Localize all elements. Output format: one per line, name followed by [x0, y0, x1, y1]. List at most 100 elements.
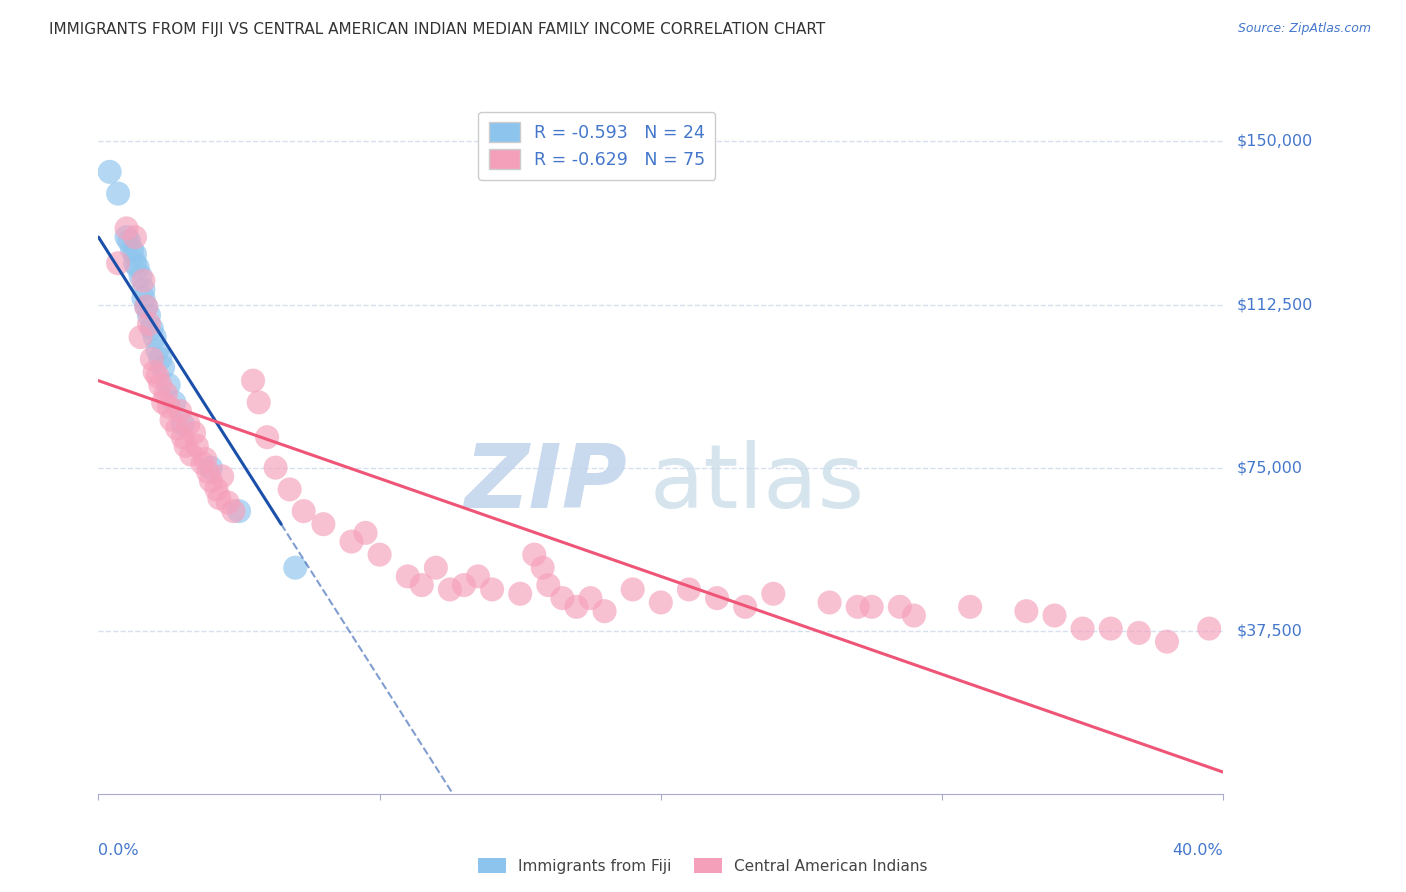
Point	[396, 569, 419, 583]
Point	[177, 417, 200, 431]
Point	[818, 595, 841, 609]
Point	[247, 395, 270, 409]
Point	[1198, 622, 1220, 636]
Point	[593, 604, 616, 618]
Point	[149, 351, 172, 366]
Point	[194, 452, 217, 467]
Point	[141, 321, 163, 335]
Point	[138, 309, 160, 323]
Point	[163, 395, 186, 409]
Point	[551, 591, 574, 606]
Point	[129, 269, 152, 284]
Text: $112,500: $112,500	[1237, 297, 1313, 312]
Point	[152, 395, 174, 409]
Text: ZIP: ZIP	[464, 441, 627, 527]
Point	[157, 378, 180, 392]
Point	[155, 386, 177, 401]
Point	[121, 243, 143, 257]
Point	[172, 430, 194, 444]
Point	[222, 504, 245, 518]
Point	[762, 587, 785, 601]
Point	[278, 483, 301, 497]
Point	[1099, 622, 1122, 636]
Text: atlas: atlas	[650, 441, 865, 527]
Point	[292, 504, 315, 518]
Point	[152, 360, 174, 375]
Point	[1071, 622, 1094, 636]
Point	[1128, 626, 1150, 640]
Point	[734, 599, 756, 614]
Point	[124, 256, 146, 270]
Point	[208, 491, 231, 505]
Point	[959, 599, 981, 614]
Point	[1043, 608, 1066, 623]
Point	[565, 599, 588, 614]
Point	[115, 230, 138, 244]
Point	[141, 351, 163, 366]
Point	[284, 560, 307, 574]
Point	[1156, 634, 1178, 648]
Point	[129, 330, 152, 344]
Point	[174, 439, 197, 453]
Legend: Immigrants from Fiji, Central American Indians: Immigrants from Fiji, Central American I…	[472, 852, 934, 880]
Point	[132, 282, 155, 296]
Point	[172, 417, 194, 431]
Point	[160, 413, 183, 427]
Point	[169, 404, 191, 418]
Point	[509, 587, 531, 601]
Point	[531, 560, 554, 574]
Point	[115, 221, 138, 235]
Point	[312, 517, 335, 532]
Point	[191, 456, 214, 470]
Point	[200, 460, 222, 475]
Point	[846, 599, 869, 614]
Point	[205, 483, 228, 497]
Point	[706, 591, 728, 606]
Text: $150,000: $150,000	[1237, 134, 1313, 149]
Point	[135, 300, 157, 314]
Point	[256, 430, 278, 444]
Point	[411, 578, 433, 592]
Point	[180, 448, 202, 462]
Point	[439, 582, 461, 597]
Text: IMMIGRANTS FROM FIJI VS CENTRAL AMERICAN INDIAN MEDIAN FAMILY INCOME CORRELATION: IMMIGRANTS FROM FIJI VS CENTRAL AMERICAN…	[49, 22, 825, 37]
Point	[183, 425, 205, 440]
Point	[621, 582, 644, 597]
Point	[523, 548, 546, 562]
Point	[124, 230, 146, 244]
Point	[138, 317, 160, 331]
Point	[143, 330, 166, 344]
Point	[107, 256, 129, 270]
Point	[157, 400, 180, 414]
Point	[354, 525, 377, 540]
Point	[481, 582, 503, 597]
Point	[118, 235, 141, 249]
Point	[242, 374, 264, 388]
Point	[860, 599, 883, 614]
Point	[197, 465, 219, 479]
Point	[903, 608, 925, 623]
Point	[537, 578, 560, 592]
Point	[132, 274, 155, 288]
Point	[186, 439, 208, 453]
Point	[1015, 604, 1038, 618]
Point	[211, 469, 233, 483]
Legend: R = -0.593   N = 24, R = -0.629   N = 75: R = -0.593 N = 24, R = -0.629 N = 75	[478, 112, 716, 180]
Text: $37,500: $37,500	[1237, 624, 1303, 639]
Point	[467, 569, 489, 583]
Point	[200, 474, 222, 488]
Point	[127, 260, 149, 275]
Point	[98, 165, 121, 179]
Point	[889, 599, 911, 614]
Point	[146, 369, 169, 384]
Point	[425, 560, 447, 574]
Point	[453, 578, 475, 592]
Point	[228, 504, 250, 518]
Text: 40.0%: 40.0%	[1173, 843, 1223, 858]
Point	[368, 548, 391, 562]
Point	[579, 591, 602, 606]
Point	[264, 460, 287, 475]
Point	[678, 582, 700, 597]
Text: Source: ZipAtlas.com: Source: ZipAtlas.com	[1237, 22, 1371, 36]
Point	[149, 378, 172, 392]
